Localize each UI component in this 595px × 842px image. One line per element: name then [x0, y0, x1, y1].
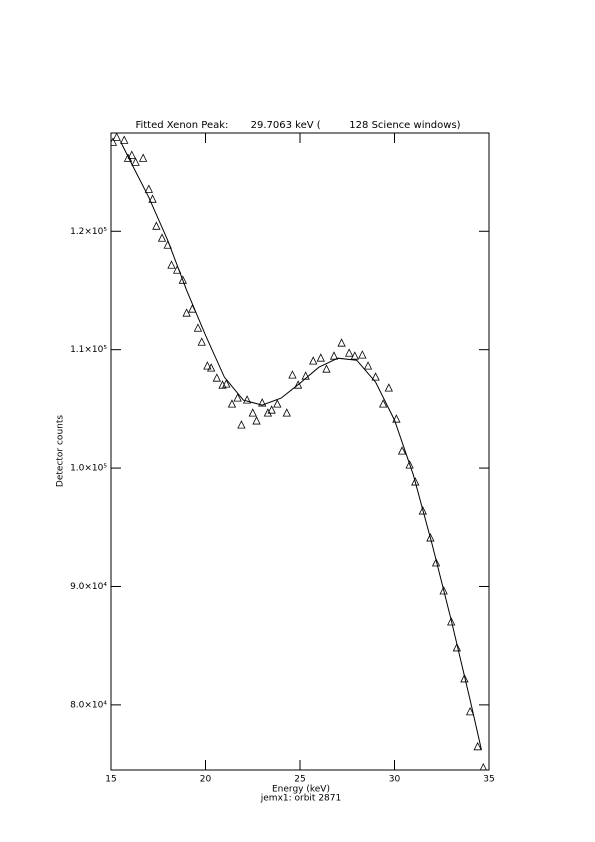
data-point — [148, 194, 157, 203]
y-tick-label: 1.2×10⁵ — [70, 227, 107, 237]
data-point — [233, 393, 242, 402]
data-point — [439, 586, 448, 595]
x-tick-label: 15 — [105, 775, 116, 785]
data-point — [212, 373, 221, 382]
fit-line — [120, 141, 482, 750]
data-point — [350, 351, 359, 360]
data-point — [252, 416, 261, 425]
data-point — [363, 361, 373, 370]
data-point — [473, 741, 482, 751]
data-point — [138, 153, 148, 162]
data-point — [182, 308, 191, 317]
data-point — [237, 420, 246, 429]
data-point — [263, 408, 273, 417]
data-point — [397, 446, 407, 455]
y-tick-label: 1.1×10⁵ — [70, 345, 107, 355]
y-tick-label: 9.0×10⁴ — [70, 582, 107, 592]
x-tick-label: 35 — [483, 775, 494, 785]
data-point — [207, 363, 216, 372]
data-point — [131, 157, 140, 166]
data-point — [127, 150, 136, 159]
x-tick-label: 30 — [389, 775, 401, 785]
data-point — [392, 414, 401, 423]
data-point — [144, 184, 153, 193]
data-point — [157, 233, 167, 242]
data-point — [258, 398, 267, 407]
data-point — [426, 533, 435, 542]
data-point — [193, 323, 203, 332]
data-point — [309, 356, 318, 365]
y-tick-label: 1.0×10⁵ — [70, 464, 107, 474]
data-point — [178, 275, 187, 284]
chart-title: Fitted Xenon Peak: 29.7063 keV ( 128 Sci… — [135, 120, 460, 131]
data-point — [123, 153, 133, 162]
data-point — [293, 380, 303, 389]
data-point — [431, 558, 441, 567]
data-point — [111, 137, 118, 146]
y-tick-label: 8.0×10⁴ — [70, 700, 107, 710]
data-point — [411, 477, 420, 486]
data-point — [465, 706, 475, 716]
data-point — [197, 337, 206, 346]
plot-frame — [110, 132, 490, 771]
data-point — [384, 383, 393, 392]
data-point — [479, 762, 487, 770]
y-axis-label: Detector counts — [56, 415, 66, 487]
data-point — [418, 506, 427, 515]
data-point — [316, 353, 325, 362]
data-point — [301, 371, 310, 380]
data-point — [344, 348, 354, 357]
data-point — [167, 260, 176, 269]
data-point — [248, 408, 257, 417]
data-point — [379, 399, 388, 408]
x-axis-label: Energy (keV) — [272, 785, 330, 795]
data-point — [322, 364, 331, 373]
data-point — [288, 370, 297, 379]
data-point — [447, 617, 456, 626]
subtitle: jemx1: orbit 2871 — [260, 794, 341, 804]
data-point — [112, 133, 121, 141]
data-point — [405, 460, 414, 469]
data-point — [222, 379, 231, 388]
data-point — [267, 405, 276, 414]
data-point — [452, 643, 462, 652]
data-point — [273, 399, 282, 408]
data-point — [329, 351, 339, 360]
x-tick-label: 25 — [294, 775, 305, 785]
data-point — [242, 395, 252, 404]
data-point — [282, 408, 291, 417]
data-point — [227, 399, 237, 408]
x-tick-label: 20 — [200, 775, 212, 785]
data-point — [152, 221, 161, 230]
data-point — [337, 338, 346, 347]
data-point — [120, 135, 129, 144]
data-point — [371, 372, 380, 381]
data-point — [358, 350, 367, 359]
data-point — [203, 361, 212, 370]
data-point — [460, 674, 469, 683]
